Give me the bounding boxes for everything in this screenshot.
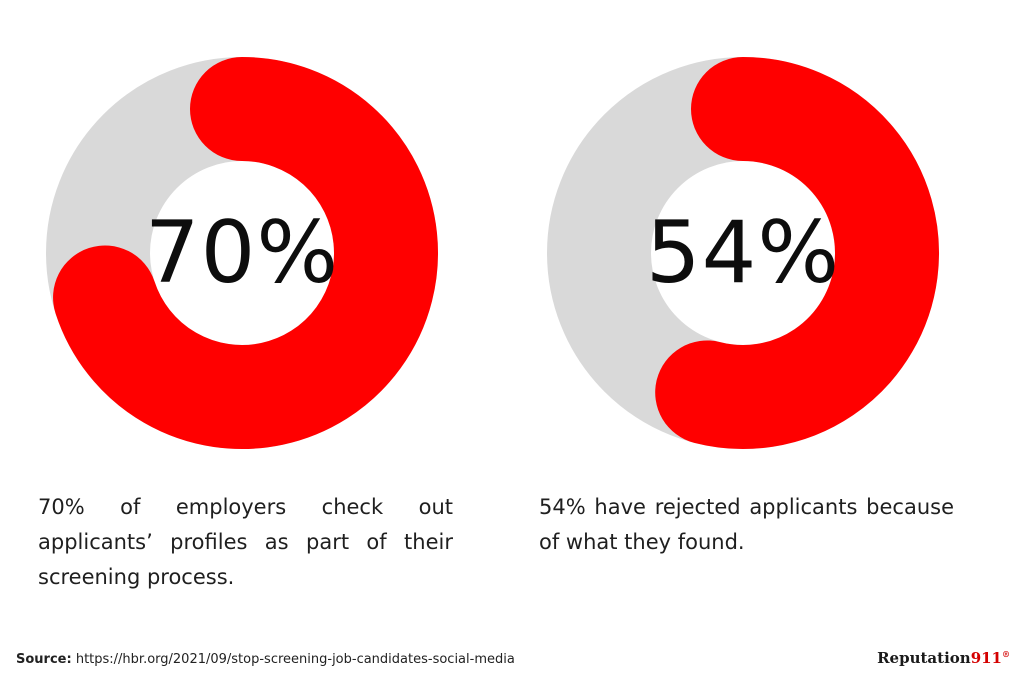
caption-employers-check: 70% of employers check out applicants’ p… — [38, 495, 453, 589]
brand-registered-mark: ® — [1002, 649, 1010, 659]
donut-chart-rejected-applicants: 54% — [533, 43, 953, 463]
donut-value-arc — [53, 57, 438, 449]
donut-chart-employers-check: 70% — [32, 43, 452, 463]
donut-percent-label: 54% — [645, 203, 841, 303]
brand-number: 911 — [970, 649, 1002, 667]
source-citation: Source: https://hbr.org/2021/09/stop-scr… — [16, 652, 515, 667]
brand-logo: Reputation911® — [877, 649, 1010, 667]
caption-rejected-applicants: 54% have rejected applicants because of … — [539, 495, 954, 554]
donut-chart-svg — [547, 57, 939, 449]
brand-name: Reputation — [877, 649, 971, 667]
donut-chart-svg — [46, 57, 438, 449]
source-label: Source: — [16, 652, 72, 667]
donut-percent-label: 70% — [144, 203, 340, 303]
donut-value-arc — [655, 57, 939, 449]
source-link[interactable]: https://hbr.org/2021/09/stop-screening-j… — [75, 652, 515, 667]
